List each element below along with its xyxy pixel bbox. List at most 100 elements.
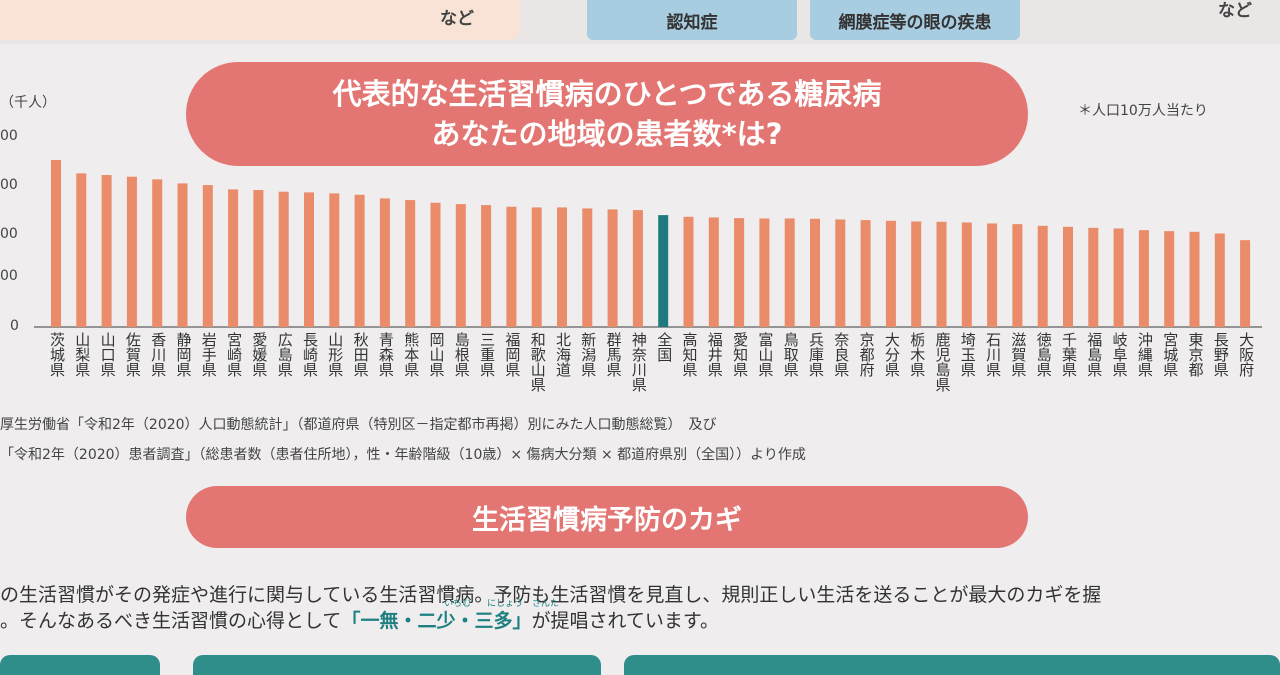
- ruby-nishou: にしょう: [487, 599, 524, 609]
- bar: [734, 218, 745, 327]
- bar: [683, 216, 694, 327]
- chart-title-line2: あなたの地域の患者数*は?: [431, 117, 783, 151]
- bar: [810, 218, 820, 327]
- x-tick-label: 徳島県: [1034, 332, 1053, 377]
- bar: [51, 160, 61, 327]
- bar: [1063, 226, 1073, 327]
- x-tick-label: 秋田県: [351, 332, 370, 377]
- body-highlight: 「一無・二少・三多」: [341, 610, 532, 632]
- x-tick-label: 山梨県: [73, 332, 92, 377]
- bottom-card-1: [0, 655, 160, 675]
- header-left-text: など: [440, 9, 474, 29]
- header-pill-eye: 網膜症等の眼の疾患: [810, 0, 1020, 40]
- bar-chart: [34, 160, 1262, 328]
- bar: [101, 175, 112, 327]
- bar: [961, 222, 972, 327]
- x-tick-label: 大分県: [882, 332, 901, 377]
- body-line1: の生活習慣がその発症や進行に関与している生活習慣病。予防も生活習慣を見直し、規則…: [0, 584, 1102, 606]
- x-tick-label: 奈良県: [832, 332, 851, 377]
- x-tick-label: 福井県: [705, 332, 724, 377]
- x-tick-label: 和歌山県: [528, 332, 547, 392]
- bar: [1138, 230, 1149, 327]
- bar: [405, 200, 416, 327]
- source-line2: 「令和2年（2020）患者調査」（総患者数（患者住所地），性・年齢階級（10歳）…: [0, 447, 806, 463]
- bottom-card-2: [193, 655, 601, 675]
- x-tick-label: 静岡県: [174, 332, 193, 377]
- bar-national-average: [658, 215, 669, 327]
- x-tick-label: 鹿児島県: [933, 332, 952, 392]
- bottom-card-3: [624, 655, 1280, 675]
- ruby-ichimu: いちむ: [444, 599, 472, 609]
- x-tick-label: 沖縄県: [1135, 332, 1154, 377]
- bar: [531, 207, 542, 327]
- bar: [329, 193, 340, 327]
- y-tick-label: 00: [0, 128, 18, 144]
- y-tick-label: 00: [0, 268, 18, 284]
- chart-title-banner: 代表的な生活習慣病のひとつである糖尿病 あなたの地域の患者数*は?: [186, 62, 1028, 166]
- bar: [481, 205, 492, 327]
- section-banner: 生活習慣病予防のカギ: [186, 486, 1028, 548]
- bar: [1088, 227, 1099, 327]
- bar: [557, 207, 567, 327]
- bar: [1113, 228, 1124, 327]
- x-tick-label: 佐賀県: [123, 332, 142, 377]
- x-tick-label: 茨城県: [48, 332, 66, 377]
- bar: [430, 202, 441, 327]
- x-tick-label: 京都府: [857, 332, 876, 377]
- body-line2: 。そんなあるべき生活習慣の心得として「一無・二少・三多」が提唱されています。: [0, 606, 719, 633]
- x-tick-label: 山口県: [98, 332, 117, 377]
- x-tick-label: 千葉県: [1060, 332, 1078, 377]
- body-line2-pre: 。そんなあるべき生活習慣の心得として: [0, 610, 342, 632]
- x-tick-label: 東京都: [1186, 332, 1205, 377]
- bar: [835, 219, 846, 327]
- bar: [607, 209, 618, 327]
- x-tick-label: 青森県: [376, 332, 395, 377]
- x-tick-label: 長野県: [1211, 332, 1230, 377]
- y-tick-label: 00: [0, 226, 18, 242]
- x-tick-label: 栃木県: [908, 332, 927, 377]
- y-axis-unit: （千人）: [0, 95, 56, 111]
- x-tick-label: 富山県: [756, 332, 775, 377]
- x-tick-label: 愛知県: [731, 332, 750, 377]
- header-pill-dementia: 認知症: [587, 0, 797, 40]
- x-tick-label: 広島県: [275, 332, 294, 377]
- x-tick-label: 全国: [655, 332, 674, 362]
- bar: [784, 218, 795, 327]
- x-tick-label: 三重県: [478, 332, 497, 377]
- bar: [278, 191, 289, 327]
- x-tick-label: 熊本県: [402, 332, 421, 377]
- x-tick-label: 神奈川県: [629, 332, 648, 392]
- x-tick-label: 山形県: [326, 332, 345, 377]
- bar: [708, 217, 719, 327]
- ruby-santa: さんた: [532, 599, 560, 609]
- chart-title-line1: 代表的な生活習慣病のひとつである糖尿病: [332, 77, 882, 111]
- bar: [1037, 225, 1048, 327]
- bar: [76, 173, 87, 327]
- top-left-card: [0, 0, 520, 40]
- body-line2-post: が提唱されています。: [531, 610, 719, 632]
- bar: [885, 220, 896, 327]
- bar: [177, 183, 188, 327]
- chart-note: ＊人口10万人当たり: [1078, 103, 1208, 119]
- x-tick-label: 愛媛県: [250, 332, 269, 377]
- bar: [126, 176, 137, 327]
- bar: [253, 190, 264, 327]
- bar: [1012, 224, 1023, 327]
- x-tick-label: 岐阜県: [1110, 332, 1129, 377]
- x-tick-label: 群馬県: [604, 332, 623, 377]
- x-tick-label: 長崎県: [301, 332, 319, 377]
- x-tick-label: 宮城県: [1161, 332, 1180, 377]
- header-right-text: など: [1218, 1, 1252, 21]
- bar: [582, 208, 593, 327]
- x-tick-label: 宮崎県: [225, 332, 244, 377]
- source-line1: 厚生労働省「令和2年（2020）人口動態統計」（都道府県（特別区－指定都市再掲）…: [0, 417, 717, 433]
- bar: [379, 198, 390, 327]
- y-tick-label: 00: [0, 177, 18, 193]
- bar: [1189, 231, 1200, 327]
- bar: [202, 185, 213, 327]
- x-tick-label: 大阪府: [1237, 332, 1256, 377]
- bar: [1164, 231, 1175, 327]
- x-tick-label: 埼玉県: [958, 332, 977, 377]
- bar: [1240, 240, 1251, 327]
- x-tick-label: 岩手県: [199, 332, 218, 377]
